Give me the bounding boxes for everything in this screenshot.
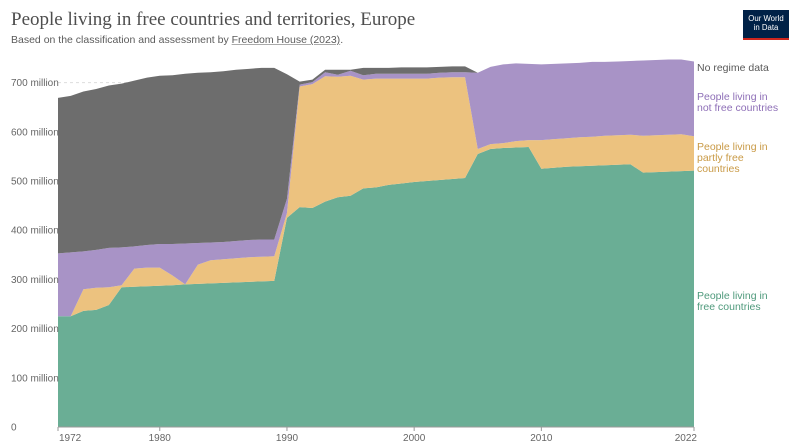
y-tick-label: 500 million [11,177,59,188]
area-people-living-in-not-free-countries[interactable] [58,59,694,317]
axis-layer: 0 100 million 200 million 300 million 400 mi… [11,78,697,444]
series-label-line: People living in [697,91,768,103]
area-people-living-in-free-countries[interactable] [58,147,694,427]
series-label-line: No regime data [697,62,769,74]
source-link[interactable]: Freedom House (2023) [231,34,341,46]
chart-title: People living in free countries and terr… [11,9,416,30]
x-tick-label: 2010 [530,433,553,444]
logo-line-1: Our World [748,14,784,23]
subtitle-end: . [340,34,344,46]
y-tick-label: 100 million [11,373,59,384]
y-tick-label: 200 million [11,324,59,335]
x-tick-label: 1980 [149,433,172,444]
y-tick-label: 300 million [11,275,59,286]
area-no-regime-data[interactable] [58,59,694,254]
y-tick-label: 600 million [11,127,59,138]
area-layer [58,59,694,427]
y-tick-label: 700 million [11,78,59,89]
logo-line-2: in Data [753,23,779,32]
series-label-line: countries [697,163,740,175]
series-label-line: People living in [697,141,768,153]
x-tick-label: 1990 [276,433,299,444]
area-people-living-in-partly-free-countries[interactable] [58,75,694,317]
owid-logo[interactable]: Our World in Data [743,10,789,40]
series-label-line: People living in [697,290,768,302]
series-label-line: not free countries [697,102,778,114]
x-tick-label: 1972 [59,433,82,444]
x-tick-label: 2000 [403,433,426,444]
series-label-line: partly free [697,152,744,164]
y-tick-label: 400 million [11,226,59,237]
subtitle-text: Based on the classification and assessme… [11,34,232,46]
series-label-line: free countries [697,301,761,313]
chart-subtitle: Based on the classification and assessme… [11,34,343,46]
x-tick-label: 2022 [675,433,698,444]
y-tick-label: 0 [11,423,17,434]
series-label[interactable]: No regime data [697,62,769,74]
